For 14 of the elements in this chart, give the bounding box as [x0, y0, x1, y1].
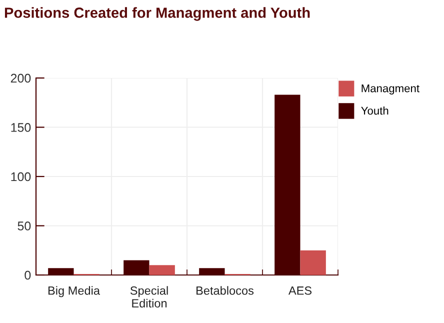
- legend-label: Managment: [362, 84, 420, 94]
- y-tick-label: 150: [11, 123, 31, 132]
- x-tick-label: Big Media: [48, 286, 100, 298]
- y-tick-label: 100: [11, 172, 31, 182]
- x-tick-label: Betablocos: [196, 286, 254, 295]
- y-tick-label: 200: [10, 74, 31, 83]
- y-tick-label: 50: [18, 222, 31, 230]
- x-tick-label: Special Edition: [130, 286, 168, 308]
- bar: [149, 265, 175, 275]
- legend-label: Youth: [361, 106, 388, 115]
- y-tick-label: 0: [24, 270, 31, 280]
- chart-title: Positions Created for Managment and Youth: [4, 7, 310, 21]
- x-tick-label: AES: [288, 286, 312, 295]
- bar: [300, 250, 326, 275]
